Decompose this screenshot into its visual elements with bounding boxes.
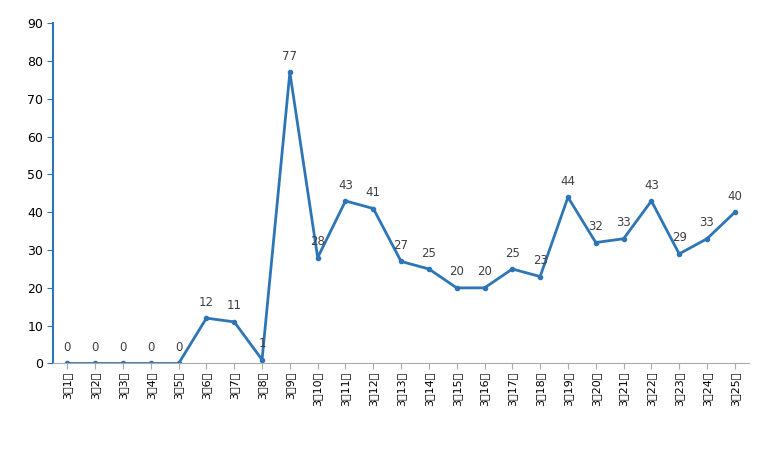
Text: 25: 25 <box>505 247 520 260</box>
Text: 20: 20 <box>477 266 492 279</box>
Text: 0: 0 <box>63 341 71 354</box>
Text: 1: 1 <box>258 337 266 350</box>
Text: 43: 43 <box>338 178 353 192</box>
Text: 0: 0 <box>147 341 154 354</box>
Text: 28: 28 <box>310 235 325 248</box>
Text: 11: 11 <box>227 300 241 313</box>
Text: 27: 27 <box>393 239 409 252</box>
Text: 77: 77 <box>283 50 297 63</box>
Text: 32: 32 <box>588 220 604 233</box>
Text: 23: 23 <box>533 254 548 267</box>
Text: 25: 25 <box>422 247 436 260</box>
Text: 0: 0 <box>92 341 99 354</box>
Text: 33: 33 <box>700 216 714 229</box>
Text: 40: 40 <box>727 190 743 203</box>
Text: 20: 20 <box>449 266 465 279</box>
Text: 33: 33 <box>617 216 631 229</box>
Text: 0: 0 <box>119 341 127 354</box>
Text: 43: 43 <box>644 178 659 192</box>
Text: 29: 29 <box>672 232 687 245</box>
Text: 0: 0 <box>175 341 183 354</box>
Text: 41: 41 <box>366 186 380 199</box>
Text: 44: 44 <box>561 175 575 188</box>
Text: 12: 12 <box>199 295 214 308</box>
